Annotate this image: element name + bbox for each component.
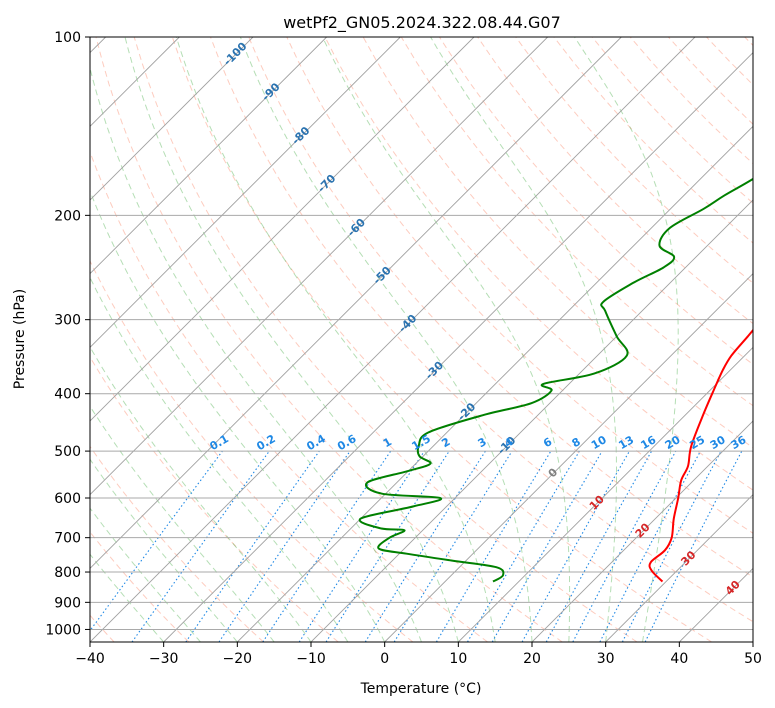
dry-adiabat-line	[133, 37, 638, 642]
isotherm-line	[90, 37, 548, 496]
mixing-ratio-line	[131, 450, 270, 642]
dry-adiabat-line	[90, 356, 339, 642]
dry-adiabat-line	[90, 445, 264, 642]
y-axis: 100 200 300 400 500 600 700 800 900 1000	[45, 30, 90, 638]
isotherm-line	[384, 273, 753, 642]
dry-adiabat-line	[171, 37, 712, 642]
y-tick-label: 500	[54, 444, 81, 460]
moist-adiabat-line	[90, 553, 165, 642]
moist-adiabat-line	[322, 37, 571, 642]
profile-lines	[358, 177, 753, 583]
x-tick-label: 20	[523, 651, 541, 667]
isotherm-line	[531, 420, 753, 642]
y-tick-label: 800	[54, 565, 81, 581]
chart-title: wetPf2_GN05.2024.322.08.44.G07	[283, 13, 561, 33]
moist-adiabat-line	[90, 507, 201, 642]
mixing-ratio-line	[393, 450, 513, 642]
mixing-ratio-line	[185, 450, 320, 642]
isotherm-line	[90, 37, 401, 348]
isotherm-line	[90, 37, 254, 201]
temperature-line	[648, 328, 753, 583]
isotherm-line	[310, 199, 753, 642]
moist-adiabat-line	[124, 37, 459, 642]
moist-adiabat-line	[239, 37, 533, 642]
y-tick-label: 600	[54, 491, 81, 507]
x-tick-label: 30	[597, 651, 615, 667]
dewpoint-line	[358, 177, 753, 583]
mixing-ratio-line	[90, 450, 223, 632]
y-tick-label: 900	[54, 595, 81, 611]
mixing-ratio-line	[218, 450, 351, 642]
x-tick-label: 40	[670, 651, 688, 667]
isotherm-line	[237, 125, 753, 642]
x-tick-label: −30	[149, 651, 179, 667]
x-tick-label: −10	[296, 651, 326, 667]
x-tick-label: 50	[744, 651, 762, 667]
dry-adiabat-line	[95, 37, 563, 642]
isotherm-line	[605, 494, 753, 642]
isotherm-line	[90, 37, 696, 642]
mixing-ratio-line	[262, 450, 392, 642]
moist-adiabat-line	[90, 65, 422, 642]
dry-adiabat-line	[90, 259, 414, 642]
x-tick-label: 10	[449, 651, 467, 667]
x-tick-label: 0	[380, 651, 389, 667]
y-tick-label: 1000	[45, 622, 81, 638]
x-tick-label: −40	[75, 651, 105, 667]
y-tick-label: 200	[54, 208, 81, 224]
x-axis-title: Temperature (°C)	[360, 681, 482, 697]
dry-adiabat-line	[248, 37, 753, 578]
moist-adiabat-line	[175, 37, 496, 642]
mixing-ratio-line	[572, 450, 677, 642]
isotherm-line	[90, 37, 327, 275]
isotherm-line	[90, 37, 475, 422]
dry-adiabat-line	[286, 37, 753, 534]
moist-adiabat-line	[90, 405, 275, 642]
y-tick-label: 300	[54, 313, 81, 329]
mixing-ratio-line	[325, 450, 450, 642]
isotherm-line	[90, 37, 622, 569]
mixing-ratio-line	[521, 450, 630, 642]
dry-adiabat-line	[324, 37, 753, 491]
dry-adiabat-line	[210, 37, 753, 623]
moist-adiabat-line	[90, 189, 386, 642]
y-tick-label: 100	[54, 30, 81, 46]
x-axis: −40 −30 −20 −10 0 10 20 30 40 50	[75, 642, 762, 667]
y-axis-title: Pressure (hPa)	[12, 289, 28, 389]
plot-frame	[89, 36, 754, 643]
moist-adiabat-line	[90, 276, 349, 642]
isotherm-line	[163, 52, 753, 642]
moist-adiabat-line	[430, 37, 617, 642]
grid-lines	[90, 37, 753, 642]
mixing-ratio-labels: 0.1 0.2 0.4 0.6 1 1.5 2 3 4 6 8 10 13 16 20 25 30 36	[207, 432, 748, 453]
moist-adiabat-line	[90, 458, 238, 642]
y-tick-label: 700	[54, 531, 81, 547]
moist-adiabat-line	[574, 37, 679, 642]
isotherm-line	[458, 346, 753, 642]
mixing-ratio-line	[644, 450, 743, 642]
x-tick-label: −20	[223, 651, 253, 667]
y-tick-label: 400	[54, 387, 81, 403]
mixing-ratio-line	[545, 450, 653, 642]
dry-adiabat-line	[515, 37, 753, 284]
